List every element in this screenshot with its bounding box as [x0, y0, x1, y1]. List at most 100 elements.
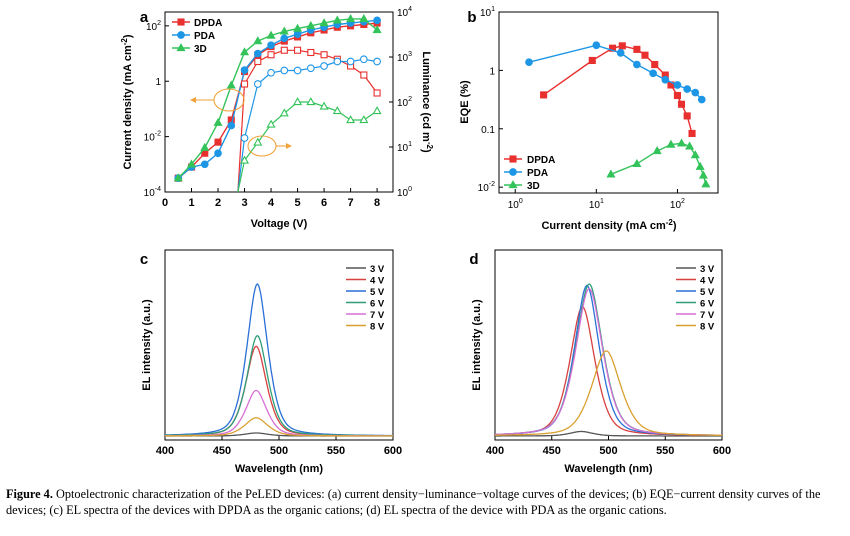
current-density-point	[240, 66, 249, 75]
legend-label: 6 V	[370, 299, 385, 310]
eqe-point	[525, 58, 533, 67]
legend-marker	[177, 18, 185, 26]
y-axis-label: EQE (%)	[459, 80, 471, 124]
y-axis-label-left: Current density (mA cm-2)	[120, 34, 134, 169]
x-tick-label: 500	[599, 445, 617, 457]
y-tick-label-base: 10	[478, 183, 490, 194]
luminance-point	[280, 66, 289, 75]
luminance-line	[237, 101, 378, 193]
panel-c: 400 450 500 550 600 Wavelength (nm) EL intensi…	[140, 249, 402, 475]
y-tick-label-base: 10	[480, 8, 492, 19]
eqe-point	[652, 146, 662, 155]
eqe-point	[688, 129, 696, 137]
legend-label: 3D	[194, 44, 207, 55]
y-tick-label-left-base: 10	[146, 22, 158, 33]
eqe-point	[695, 161, 705, 170]
luminance-point	[254, 57, 262, 66]
current-density-line	[177, 19, 378, 179]
luminance-point	[319, 101, 329, 110]
spectrum-line	[165, 345, 393, 437]
spectrum-line	[495, 430, 722, 437]
figure-caption: Figure 4. Optoelectronic characterizatio…	[6, 487, 848, 518]
x-axis-label: Voltage (V)	[251, 218, 308, 230]
current-density-point	[280, 34, 289, 43]
eqe-point	[616, 49, 625, 57]
luminance-point	[372, 106, 382, 115]
luminance-point	[373, 89, 381, 97]
eqe-point	[666, 139, 676, 148]
panel-letter: b	[467, 9, 476, 26]
legend-marker	[509, 168, 517, 176]
current-density-point	[200, 142, 210, 151]
legend-marker	[176, 43, 186, 52]
guide-ellipse	[247, 135, 277, 157]
y-tick-label-left: 10-4	[144, 186, 161, 199]
luminance-point	[360, 71, 368, 79]
x-axis-label: Current density (mA cm-2)	[541, 218, 676, 232]
eqe-point	[649, 69, 657, 78]
legend-label: 7 V	[370, 310, 385, 321]
legend-label: 4 V	[370, 276, 385, 287]
legend-label: DPDA	[194, 18, 222, 29]
y-axis-label: EL intensity (a.u.)	[141, 299, 153, 391]
x-tick-label-base: 10	[670, 200, 682, 211]
y-tick-label-left: 10-2	[144, 131, 161, 144]
x-tick-label: 500	[270, 445, 288, 457]
spectrum-line	[164, 283, 393, 437]
luminance-point	[307, 48, 315, 57]
y-tick-label: 101	[480, 6, 495, 19]
current-density-point	[346, 14, 356, 23]
y-axis-label-right: Luminance (cd m-2)	[420, 51, 434, 153]
x-tick-label: 5	[294, 197, 300, 209]
x-tick-label: 450	[543, 445, 561, 457]
y-tick-label-left-base: 10	[144, 133, 156, 144]
panel-letter: d	[469, 251, 478, 268]
luminance-point	[240, 134, 249, 142]
eqe-point	[683, 85, 692, 93]
y-tick-label-exp: -2	[489, 181, 495, 188]
y-tick-label-right-exp: 4	[408, 6, 412, 13]
caption-text: Optoelectronic characterization of the P…	[6, 487, 821, 517]
legend-label: PDA	[194, 31, 215, 42]
x-tick-label: 8	[374, 197, 380, 209]
guide-arrowhead	[286, 143, 292, 149]
x-axis-label-main: Current density (mA cm	[541, 220, 666, 232]
x-tick-label: 4	[268, 197, 275, 209]
y-axis-label-right-sup: -2	[425, 142, 434, 150]
eqe-point	[588, 56, 596, 65]
figure: 0 1 2 3 4 5 6 7 810-410-21102100101102103104Volt…	[120, 6, 731, 475]
luminance-point	[346, 115, 356, 124]
eqe-point	[677, 100, 686, 108]
y-tick-label-base: 0.1	[481, 125, 495, 136]
x-axis-label: Wavelength (nm)	[235, 463, 324, 475]
x-tick-label: 102	[670, 198, 685, 211]
eqe-point	[633, 60, 641, 69]
y-axis-label-left-sup: -2	[120, 38, 129, 46]
x-tick-label: 450	[213, 445, 231, 457]
legend-label: 5 V	[700, 287, 715, 298]
eqe-point	[691, 88, 700, 97]
luminance-point	[346, 57, 355, 66]
y-tick-label-exp: 1	[491, 6, 495, 13]
y-tick-label-left-exp: 2	[157, 20, 161, 27]
legend-label: 3 V	[700, 264, 715, 275]
y-tick-label-left-base: 1	[155, 77, 161, 88]
luminance-point	[320, 62, 328, 70]
x-tick-label: 550	[656, 445, 674, 457]
current-density-point	[279, 26, 289, 35]
legend-label: PDA	[527, 168, 548, 179]
x-tick-label-exp: 1	[600, 198, 604, 205]
x-tick-label-exp: 2	[681, 198, 685, 205]
y-tick-label-base: 1	[489, 66, 495, 77]
current-density-point	[253, 49, 262, 58]
x-tick-label: 7	[348, 197, 354, 209]
current-density-point	[373, 16, 381, 25]
eqe-point	[676, 138, 687, 147]
current-density-point	[372, 25, 382, 34]
eqe-line	[528, 44, 703, 101]
legend-label: 8 V	[700, 322, 715, 333]
legend-label: 8 V	[370, 322, 385, 333]
x-tick-label: 600	[713, 445, 731, 457]
eqe-point	[701, 179, 711, 188]
legend-label: 3D	[527, 181, 540, 192]
